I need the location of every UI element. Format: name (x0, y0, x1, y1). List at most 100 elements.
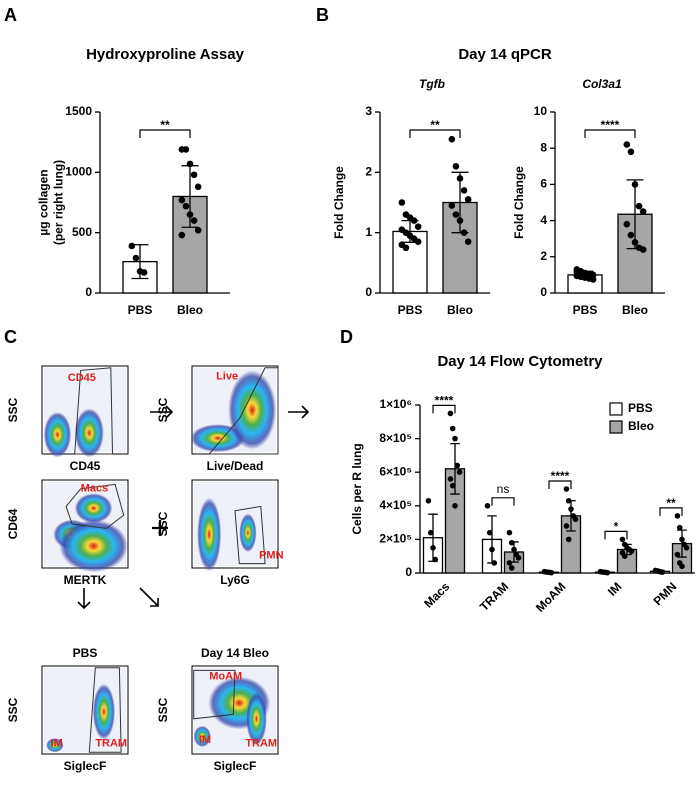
data-point (631, 181, 639, 188)
significance-label: **** (435, 394, 454, 408)
group-title: Day 14 qPCR (458, 46, 552, 63)
data-point (619, 536, 626, 543)
data-point (676, 524, 683, 531)
gate-label: IM (51, 737, 63, 749)
y-tick-label: 1000 (65, 165, 92, 179)
flow-plot: Macs (41, 479, 129, 573)
significance-bracket (491, 497, 515, 506)
data-point (604, 569, 611, 576)
significance-label: ** (430, 118, 440, 132)
gate-label: Live (216, 370, 238, 382)
legend-label: Bleo (628, 419, 654, 433)
data-point (186, 211, 194, 218)
y-tick-label: 6 (540, 177, 547, 191)
gate (88, 667, 122, 753)
panel-label: A (4, 5, 17, 25)
significance-bracket (604, 530, 628, 540)
x-tick-label: Macs (421, 579, 452, 610)
data-point (491, 560, 498, 566)
y-tick-label: 0 (540, 285, 547, 299)
data-point (568, 506, 574, 512)
chart-title: Day 14 Flow Cytometry (437, 353, 603, 370)
density-blob (193, 725, 211, 747)
data-point (432, 556, 439, 563)
data-point (508, 539, 515, 546)
data-point (456, 217, 464, 224)
y-tick-label: 8 (540, 140, 547, 154)
data-point (589, 276, 597, 283)
data-point (427, 529, 434, 536)
y-tick-label: 3 (365, 104, 372, 118)
y-tick-label: 2 (540, 249, 547, 263)
significance-bracket (432, 404, 456, 414)
y-tick-label: 1 (365, 225, 372, 239)
x-tick-label: IM (605, 579, 624, 598)
x-tick-label: MoAM (533, 579, 568, 614)
gate-label: Macs (81, 483, 109, 495)
data-point (456, 469, 463, 476)
significance-label: ns (497, 482, 510, 496)
y-tick-label: 1×10⁶ (379, 397, 412, 411)
flow-plot: Live (190, 365, 279, 455)
data-point (410, 217, 418, 224)
y-axis-label: Fold Change (332, 166, 346, 239)
significance-label: ** (160, 118, 170, 132)
significance-bracket (659, 507, 683, 516)
data-point (515, 555, 522, 561)
data-point (621, 553, 628, 559)
density-blob (74, 408, 104, 458)
data-point (635, 202, 643, 210)
data-point (674, 551, 681, 558)
gate (208, 367, 279, 455)
x-tick-label: TRAM (477, 579, 511, 613)
chart-title: Hydroxyproline Assay (86, 46, 244, 63)
flow-plot: MoAM IM TRAM (191, 665, 279, 755)
x-axis-label: SiglecF (214, 759, 257, 773)
data-point (194, 183, 202, 191)
data-point (132, 254, 140, 262)
density-blob (92, 683, 116, 740)
density-blob (197, 497, 222, 572)
x-tick-label: Bleo (177, 303, 203, 317)
data-point (628, 548, 635, 554)
data-point (486, 529, 493, 536)
density-blob (74, 493, 113, 524)
data-point (460, 229, 468, 236)
x-tick-label: PBS (573, 303, 598, 317)
gate-label: IM (199, 734, 211, 746)
y-tick-label: 500 (72, 225, 92, 239)
y-axis-label: Cells per R lung (350, 443, 364, 534)
y-tick-label: 2 (365, 165, 372, 179)
significance-bracket (584, 129, 636, 138)
x-axis-label: Live/Dead (207, 459, 264, 473)
data-point (454, 462, 461, 469)
y-tick-label: 8×10⁵ (379, 431, 412, 445)
y-axis-label: SSC (6, 697, 20, 722)
gate-label: MoAM (209, 670, 242, 682)
x-tick-label: Bleo (447, 303, 473, 317)
chart-title: Col3a1 (582, 77, 622, 91)
data-point (565, 536, 572, 543)
x-axis-label: SiglecF (64, 759, 107, 773)
data-point (489, 546, 495, 553)
data-point (573, 268, 581, 276)
y-tick-label: 0 (85, 285, 92, 299)
density-blob (246, 692, 267, 746)
data-point (452, 435, 458, 442)
x-axis-label: Ly6G (220, 573, 250, 587)
data-point (565, 497, 572, 504)
significance-bracket (548, 480, 572, 489)
data-point (639, 208, 647, 215)
gate-label: PMN (259, 550, 284, 562)
significance-label: **** (601, 118, 620, 132)
data-point (623, 220, 631, 228)
data-point (484, 503, 491, 509)
data-point (449, 425, 456, 432)
data-point (506, 560, 513, 566)
y-axis-label: SSC (156, 697, 170, 722)
data-point (563, 486, 570, 492)
data-point (631, 239, 639, 246)
gate-label: CD45 (68, 372, 96, 384)
data-point (402, 244, 410, 252)
